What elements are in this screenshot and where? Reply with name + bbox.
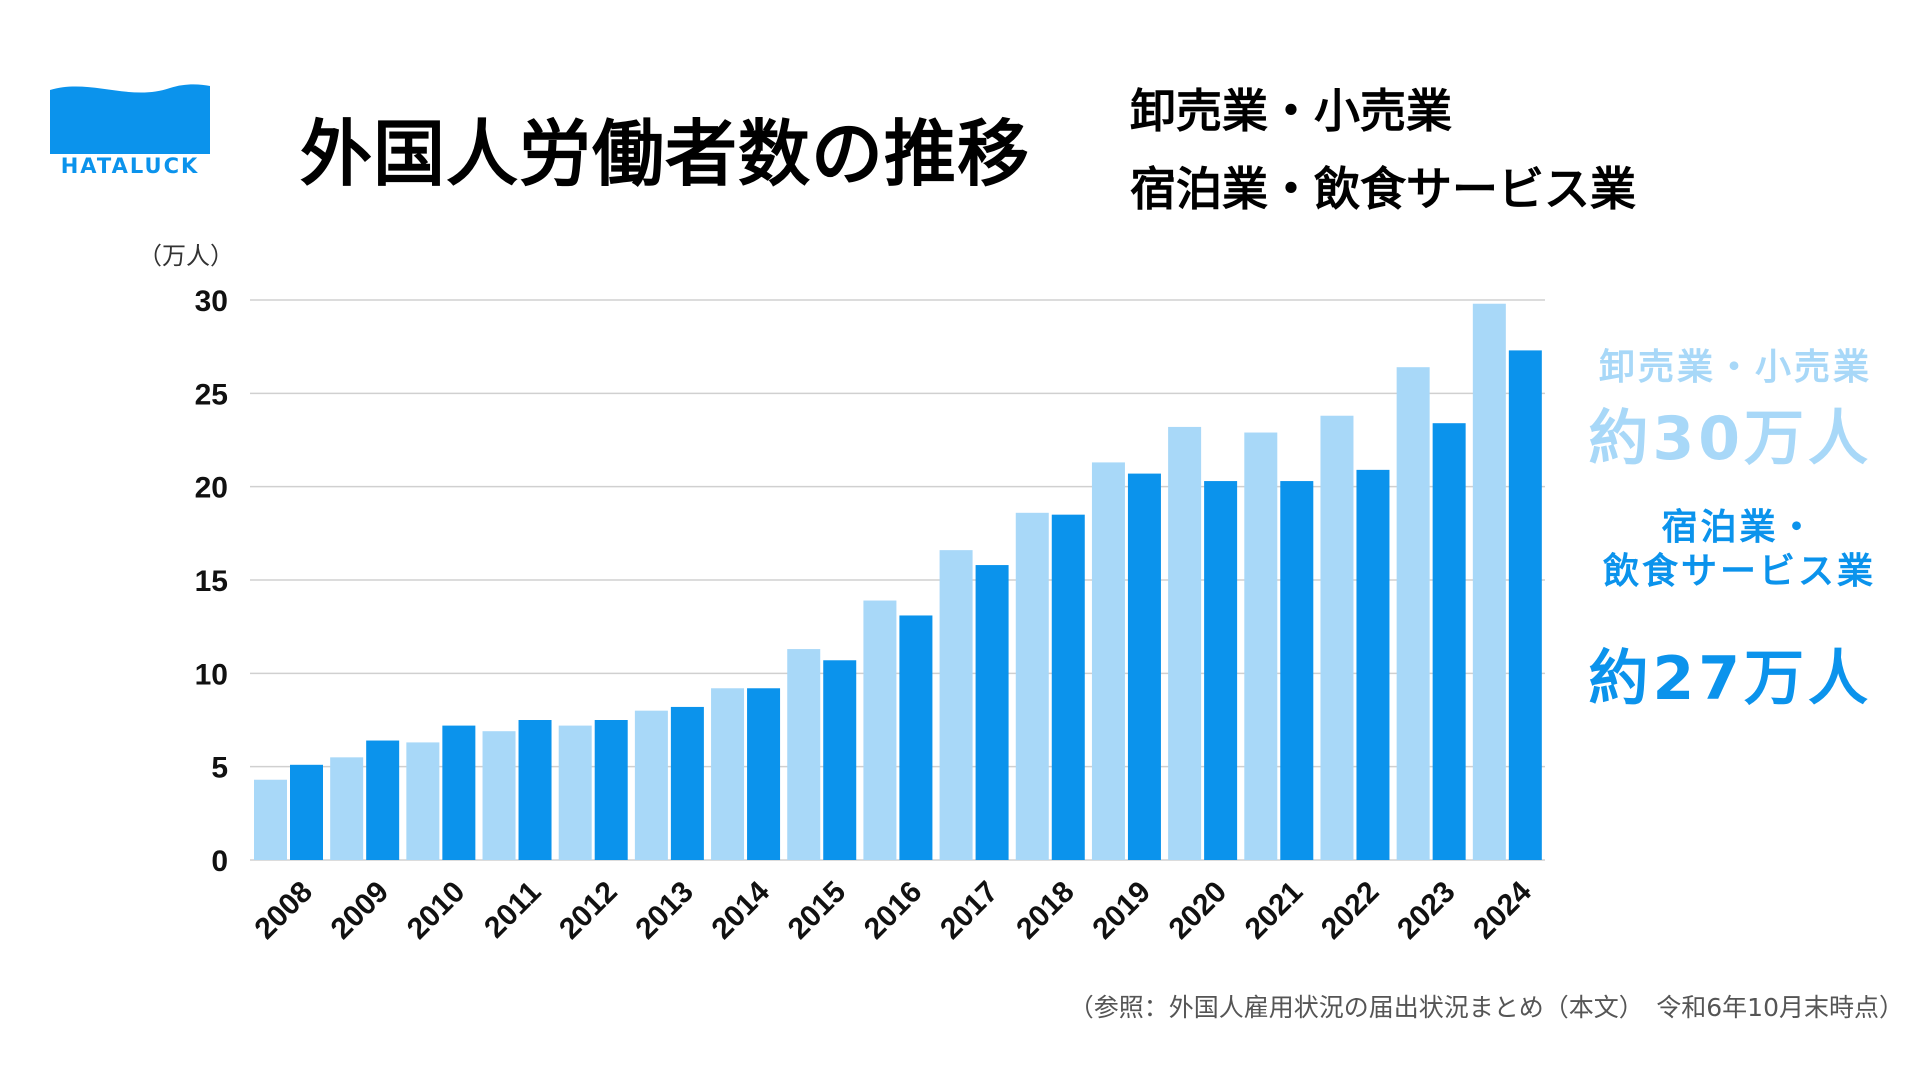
bar-lodging-food-2012 xyxy=(594,720,628,860)
x-tick-label: 2015 xyxy=(782,875,853,946)
y-tick-label: 25 xyxy=(195,378,228,411)
bar-wholesale-retail-2019 xyxy=(1091,462,1125,860)
bar-wholesale-retail-2009 xyxy=(330,757,364,860)
y-tick-label: 10 xyxy=(195,658,228,691)
bar-wholesale-retail-2020 xyxy=(1168,426,1202,860)
bar-wholesale-retail-2017 xyxy=(939,550,973,860)
bar-lodging-food-2015 xyxy=(823,660,857,860)
source-note: （参照：外国人雇用状況の届出状況まとめ（本文） 令和6年10月末時点） xyxy=(1068,993,1904,1022)
y-axis-unit-label: （万人） xyxy=(138,242,234,270)
bar-wholesale-retail-2022 xyxy=(1320,415,1354,860)
bar-lodging-food-2013 xyxy=(670,706,704,860)
bar-lodging-food-2018 xyxy=(1051,514,1085,860)
x-tick-label: 2011 xyxy=(478,875,547,944)
x-tick-label: 2009 xyxy=(325,875,396,946)
subtitle-line-2: 宿泊業・飲食サービス業 xyxy=(1130,162,1636,216)
page-title: 外国人労働者数の推移 xyxy=(300,112,1031,196)
bar-wholesale-retail-2012 xyxy=(558,725,592,860)
bar-lodging-food-2010 xyxy=(442,725,476,860)
bar-lodging-food-2024 xyxy=(1508,350,1542,860)
wave-flag-icon xyxy=(50,84,210,154)
bar-chart: 0 5 10 15 20 25 30 2008 2009 2010 2011 2012 2013 2014… xyxy=(195,285,1545,946)
x-tick-label: 2013 xyxy=(629,875,700,946)
bar-lodging-food-2021 xyxy=(1280,481,1314,860)
y-tick-label: 30 xyxy=(195,285,228,318)
x-tick-label: 2024 xyxy=(1467,875,1538,946)
bar-lodging-food-2014 xyxy=(747,688,781,860)
bar-lodging-food-2020 xyxy=(1204,481,1238,860)
y-tick-label: 0 xyxy=(211,845,228,878)
x-tick-label: 2020 xyxy=(1163,875,1234,946)
subtitle: 卸売業・小売業 宿泊業・飲食サービス業 xyxy=(1130,72,1636,228)
x-tick-label: 2016 xyxy=(858,875,929,946)
bar-lodging-food-2011 xyxy=(518,720,552,860)
bar-lodging-food-2008 xyxy=(290,764,323,860)
bar-wholesale-retail-2010 xyxy=(406,742,440,860)
bar-wholesale-retail-2014 xyxy=(711,688,745,860)
logo: HATALUCK xyxy=(50,82,210,182)
legend-value-wholesale-retail: 約30万人 xyxy=(1588,404,1872,474)
bar-wholesale-retail-2011 xyxy=(482,731,516,860)
legend-label-wholesale-retail: 卸売業・小売業 xyxy=(1598,347,1872,388)
bar-wholesale-retail-2008 xyxy=(254,779,287,860)
bar-wholesale-retail-2023 xyxy=(1396,367,1430,860)
bar-lodging-food-2019 xyxy=(1127,473,1161,860)
bar-lodging-food-2016 xyxy=(899,615,933,860)
legend-value-lodging-food: 約27万人 xyxy=(1588,644,1872,714)
bar-lodging-food-2009 xyxy=(366,740,400,860)
x-tick-label: 2012 xyxy=(553,875,624,946)
logo-text: HATALUCK xyxy=(60,154,200,178)
subtitle-line-1: 卸売業・小売業 xyxy=(1130,84,1452,138)
x-tick-label: 2008 xyxy=(248,875,319,946)
x-tick-label: 2014 xyxy=(706,875,777,946)
bar-wholesale-retail-2013 xyxy=(634,710,668,860)
bar-wholesale-retail-2021 xyxy=(1244,432,1278,860)
bar-wholesale-retail-2024 xyxy=(1472,303,1506,860)
bar-lodging-food-2017 xyxy=(975,565,1009,860)
x-tick-label: 2018 xyxy=(1010,875,1081,946)
x-tick-label: 2010 xyxy=(401,875,472,946)
bar-wholesale-retail-2018 xyxy=(1015,512,1049,860)
bar-lodging-food-2022 xyxy=(1356,469,1390,860)
legend-label-lodging-food: 宿泊業・ 飲食サービス業 xyxy=(1603,506,1876,594)
legend-label-lodging-food-line-2: 飲食サービス業 xyxy=(1602,551,1876,592)
y-tick-label: 20 xyxy=(195,472,228,505)
x-tick-label: 2023 xyxy=(1391,875,1462,946)
x-tick-label: 2021 xyxy=(1239,875,1310,946)
x-tick-label: 2019 xyxy=(1086,875,1157,946)
x-tick-label: 2017 xyxy=(934,875,1005,946)
y-tick-label: 15 xyxy=(195,565,228,598)
bar-lodging-food-2023 xyxy=(1432,423,1466,860)
bar-wholesale-retail-2016 xyxy=(863,600,897,860)
x-tick-label: 2022 xyxy=(1315,875,1386,946)
bar-wholesale-retail-2015 xyxy=(787,649,821,860)
legend-label-lodging-food-line-1: 宿泊業・ xyxy=(1661,507,1818,548)
y-tick-label: 5 xyxy=(211,752,228,785)
